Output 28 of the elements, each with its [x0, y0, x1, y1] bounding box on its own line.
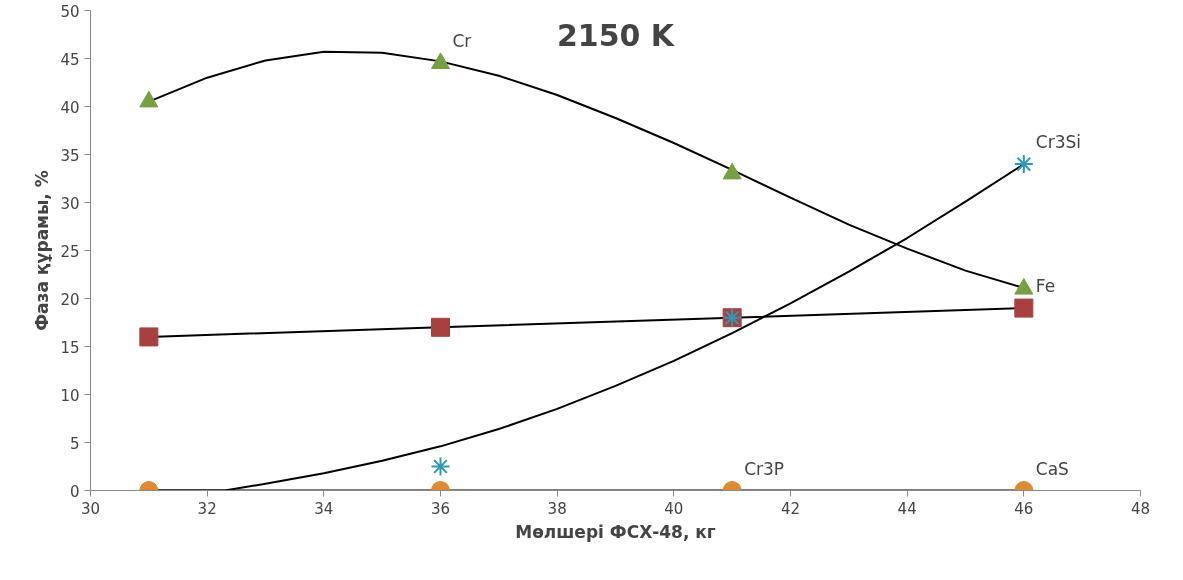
x-tick-label: 38	[547, 499, 567, 518]
x-tick-label: 40	[664, 499, 684, 518]
x-tick-label: 44	[897, 499, 917, 518]
y-tick-label: 50	[60, 2, 80, 21]
y-tick-label: 35	[60, 146, 80, 165]
x-tick-label: 48	[1130, 499, 1151, 518]
y-tick-label: 40	[60, 98, 80, 117]
x-tick-label: 46	[1014, 499, 1034, 518]
x-tick-label: 42	[780, 499, 801, 518]
annotation: Cr3Si	[1035, 132, 1082, 153]
y-tick-label: 5	[69, 434, 80, 453]
x-tick-label: 32	[197, 499, 217, 518]
x-tick-label: 36	[430, 499, 451, 518]
y-tick-label: 25	[60, 242, 80, 261]
y-tick-label: 20	[60, 290, 80, 309]
x-axis-title: Мөлшері ФСХ-48, кг	[515, 521, 716, 542]
y-axis-title: Фаза құрамы, %	[32, 170, 53, 331]
annotation: Fe	[1035, 276, 1056, 297]
annotation: Cr	[452, 31, 472, 52]
x-tick-label: 34	[314, 499, 334, 518]
y-tick-label: 0	[69, 482, 80, 501]
annotation: CaS	[1035, 458, 1069, 479]
annotation: Cr3P	[744, 458, 785, 479]
y-tick-label: 45	[60, 50, 80, 69]
y-tick-label: 30	[60, 194, 80, 213]
y-tick-label: 10	[60, 386, 80, 405]
chart-title: 2150 K	[556, 17, 676, 53]
y-tick-label: 15	[60, 338, 80, 357]
